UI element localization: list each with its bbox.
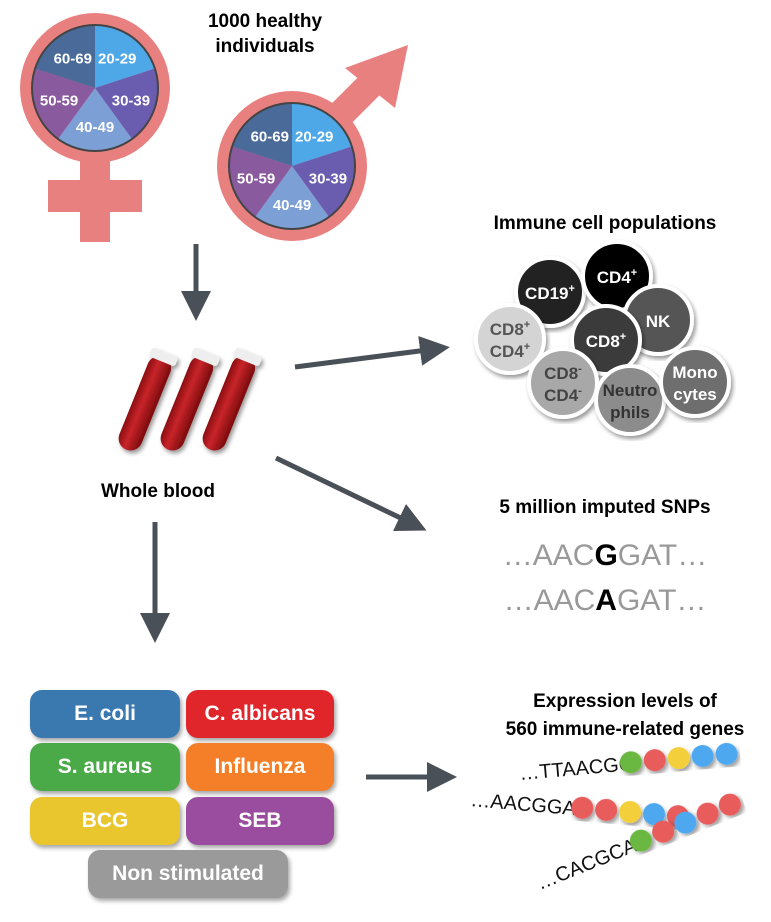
- age-label: 20-29: [295, 128, 333, 145]
- stimulus-s-aureus: S. aureus: [30, 743, 180, 791]
- pie-slice-60-69-male: [232, 103, 292, 166]
- age-pie-male: 20-29 30-39 40-49 50-59 60-69: [228, 102, 356, 230]
- stimulus-bcg: BCG: [30, 797, 180, 845]
- pie-slice-20-29-male: [292, 103, 352, 166]
- pie-slice-30-39-female: [95, 68, 158, 139]
- expression-title-line1: Expression levels of: [533, 691, 717, 712]
- expression-dot: [595, 798, 618, 821]
- stimulus-non-stimulated: Non stimulated: [88, 850, 288, 898]
- title-line2: individuals: [215, 36, 314, 57]
- svg-text:CD8+: CD8+: [490, 319, 530, 339]
- gene-sequence: …TTAACGG: [519, 753, 636, 785]
- cell-cd8cd4: CD8-CD4-: [527, 347, 599, 419]
- age-label: 50-59: [237, 171, 275, 188]
- cell-cd19: CD19+: [514, 256, 586, 328]
- male-symbol-icon: 20-29 30-39 40-49 50-59 60-69: [217, 45, 408, 241]
- expression-dot: [643, 749, 666, 772]
- pie-slice-20-29-female: [95, 25, 155, 88]
- svg-text:CD19+: CD19+: [525, 283, 575, 303]
- expression-dot: [619, 751, 642, 774]
- age-label: 20-29: [98, 50, 136, 67]
- age-label: 30-39: [112, 93, 150, 110]
- svg-text:Mono: Mono: [672, 363, 717, 382]
- expression-dot: [652, 820, 675, 843]
- pie-slice-30-39-male: [292, 146, 356, 217]
- stimulus-c-albicans: C. albicans: [186, 690, 334, 738]
- expression-dot: [642, 803, 665, 826]
- expression-row: …TTAACGG: [519, 742, 738, 785]
- expression-title-line2: 560 immune-related genes: [506, 719, 745, 740]
- arrow-to-snps: [274, 455, 427, 532]
- svg-text:phils: phils: [610, 403, 650, 422]
- svg-text:NK: NK: [646, 312, 671, 331]
- cell-neutrophils: Neutro phils: [594, 364, 666, 436]
- whole-blood-label: Whole blood: [101, 481, 215, 502]
- blood-tubes-icon: [118, 347, 262, 451]
- cell-monocytes: Mono cytes: [659, 346, 731, 418]
- age-label: 30-39: [309, 171, 347, 188]
- svg-text:CD4+: CD4+: [597, 267, 637, 287]
- snp-sequence-1: …AACGGAT…: [503, 539, 707, 572]
- svg-text:CD4+: CD4+: [490, 341, 530, 361]
- svg-text:CD8-: CD8-: [544, 363, 582, 383]
- gene-sequence: …AACGGAT: [470, 789, 588, 821]
- immune-title: Immune cell populations: [494, 213, 717, 234]
- svg-text:CD8+: CD8+: [586, 331, 626, 351]
- age-label: 60-69: [54, 50, 92, 67]
- expression-dot: [619, 800, 642, 823]
- expression-dot: [674, 811, 697, 834]
- svg-text:Neutro: Neutro: [603, 381, 658, 400]
- expression-dot: [696, 802, 719, 825]
- cell-cd8cd4: CD8+CD4+: [474, 303, 546, 375]
- age-pie-female: 20-29 30-39 40-49 50-59 60-69: [31, 24, 159, 152]
- pie-slice-40-49-female: [57, 88, 133, 151]
- stimulus-seb: SEB: [186, 797, 334, 845]
- expression-dot: [691, 744, 714, 767]
- snp-sequence-2: …AACAGAT…: [504, 584, 707, 617]
- stimulus-e-coli: E. coli: [30, 690, 180, 738]
- age-label: 40-49: [273, 197, 311, 214]
- title-line1: 1000 healthy: [208, 11, 322, 32]
- pie-slice-50-59-male: [229, 146, 292, 217]
- expression-dot: [629, 829, 652, 852]
- expression-dot: [667, 747, 690, 770]
- female-symbol-icon: 20-29 30-39 40-49 50-59 60-69: [20, 13, 170, 242]
- expression-dot: [718, 793, 741, 816]
- svg-text:cytes: cytes: [673, 385, 716, 404]
- pie-slice-40-49-male: [254, 166, 330, 229]
- expression-dot: [715, 742, 738, 765]
- age-label: 60-69: [251, 128, 289, 145]
- age-label: 50-59: [40, 93, 78, 110]
- expression-dot: [571, 796, 594, 819]
- snps-title: 5 million imputed SNPs: [499, 497, 710, 518]
- pie-slice-50-59-female: [31, 68, 95, 139]
- arrow-to-cells: [294, 336, 450, 370]
- pie-slice-60-69-female: [35, 25, 95, 88]
- svg-text:CD4-: CD4-: [544, 385, 582, 405]
- expression-rows: …TTAACGG…AACGGAT…CACGCAA: [470, 742, 741, 895]
- age-label: 40-49: [76, 119, 114, 136]
- stimulus-influenza: Influenza: [186, 743, 334, 791]
